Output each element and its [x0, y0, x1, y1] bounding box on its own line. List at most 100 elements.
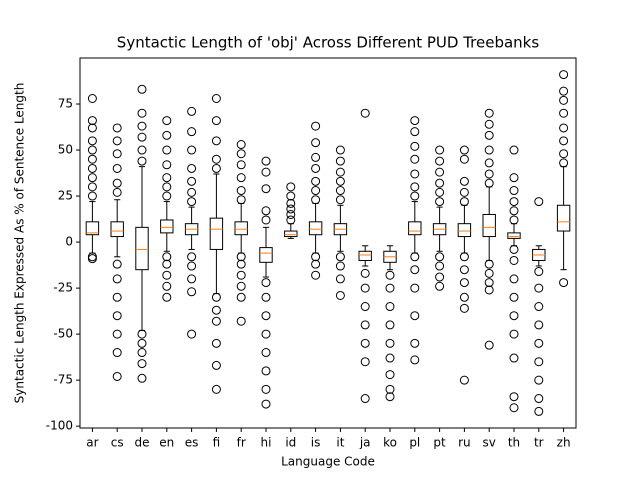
flier	[410, 252, 420, 262]
flier	[534, 394, 544, 404]
flier	[435, 281, 445, 291]
flier	[261, 348, 271, 358]
box	[160, 219, 174, 234]
flier	[112, 311, 122, 321]
x-tick-label: ko	[383, 436, 397, 450]
flier	[162, 281, 172, 291]
flier	[187, 176, 197, 186]
flier	[112, 136, 122, 146]
flier	[137, 373, 147, 383]
flier	[435, 261, 445, 271]
flier	[162, 130, 172, 140]
flier	[112, 348, 122, 358]
y-tick-label: 0	[65, 235, 73, 249]
flier	[211, 136, 221, 146]
flier	[385, 384, 395, 394]
y-tick-label: 75	[58, 97, 73, 111]
x-tick-label: fi	[213, 436, 221, 450]
flier	[261, 384, 271, 394]
flier	[187, 274, 197, 284]
flier	[410, 182, 420, 192]
flier	[410, 116, 420, 126]
flier	[87, 136, 97, 146]
flier	[435, 178, 445, 188]
flier	[509, 403, 519, 413]
flier	[87, 116, 97, 126]
flier	[509, 244, 519, 254]
flier	[410, 283, 420, 293]
flier	[236, 149, 246, 159]
x-tick-label: fr	[237, 436, 246, 450]
flier	[236, 140, 246, 150]
flier	[112, 123, 122, 133]
flier	[236, 186, 246, 196]
flier	[484, 119, 494, 129]
flier	[335, 290, 345, 300]
flier	[435, 197, 445, 207]
x-tick-label: ar	[86, 436, 98, 450]
box	[358, 250, 372, 261]
flier	[87, 163, 97, 173]
flier	[335, 261, 345, 271]
flier	[484, 158, 494, 168]
flier	[261, 167, 271, 177]
flier	[137, 338, 147, 348]
flier	[484, 169, 494, 179]
flier	[112, 178, 122, 188]
flier	[509, 274, 519, 284]
chart-title: Syntactic Length of 'obj' Across Differe…	[117, 34, 540, 52]
flier	[261, 156, 271, 166]
flier	[484, 285, 494, 295]
box	[284, 230, 298, 238]
x-tick-label: en	[159, 436, 174, 450]
plot-frame	[79, 57, 577, 429]
flier	[187, 145, 197, 155]
flier	[459, 265, 469, 275]
flier	[509, 292, 519, 302]
flier	[162, 145, 172, 155]
flier	[459, 187, 469, 197]
flier	[509, 329, 519, 339]
x-tick-label: de	[135, 436, 150, 450]
flier	[261, 366, 271, 376]
flier	[311, 176, 321, 186]
flier	[137, 329, 147, 339]
flier	[311, 259, 321, 269]
y-tick-label: -75	[53, 373, 73, 387]
flier	[187, 261, 197, 271]
y-axis-label: Syntactic Length Expressed As % of Sente…	[13, 83, 27, 404]
flier	[112, 259, 122, 269]
flier	[187, 197, 197, 207]
flier	[211, 116, 221, 126]
flier	[484, 145, 494, 155]
flier	[87, 254, 97, 264]
flier	[311, 152, 321, 162]
flier	[534, 197, 544, 207]
flier	[261, 184, 271, 194]
flier	[484, 259, 494, 269]
flier	[435, 252, 445, 262]
flier	[236, 281, 246, 291]
flier	[410, 127, 420, 137]
flier	[211, 163, 221, 173]
flier	[311, 121, 321, 131]
flier	[335, 156, 345, 166]
x-tick-label: pl	[409, 436, 420, 450]
flier	[484, 278, 494, 288]
flier	[87, 145, 97, 155]
flier	[559, 86, 569, 96]
box	[482, 213, 496, 238]
flier	[211, 305, 221, 315]
flier	[162, 252, 172, 262]
flier	[187, 252, 197, 262]
x-tick-label: id	[285, 436, 296, 450]
flier	[385, 353, 395, 363]
flier	[435, 156, 445, 166]
flier	[335, 195, 345, 205]
flier	[484, 340, 494, 350]
flier	[435, 272, 445, 282]
box	[85, 221, 100, 236]
flier	[162, 191, 172, 201]
flier	[137, 84, 147, 94]
flier	[459, 197, 469, 207]
